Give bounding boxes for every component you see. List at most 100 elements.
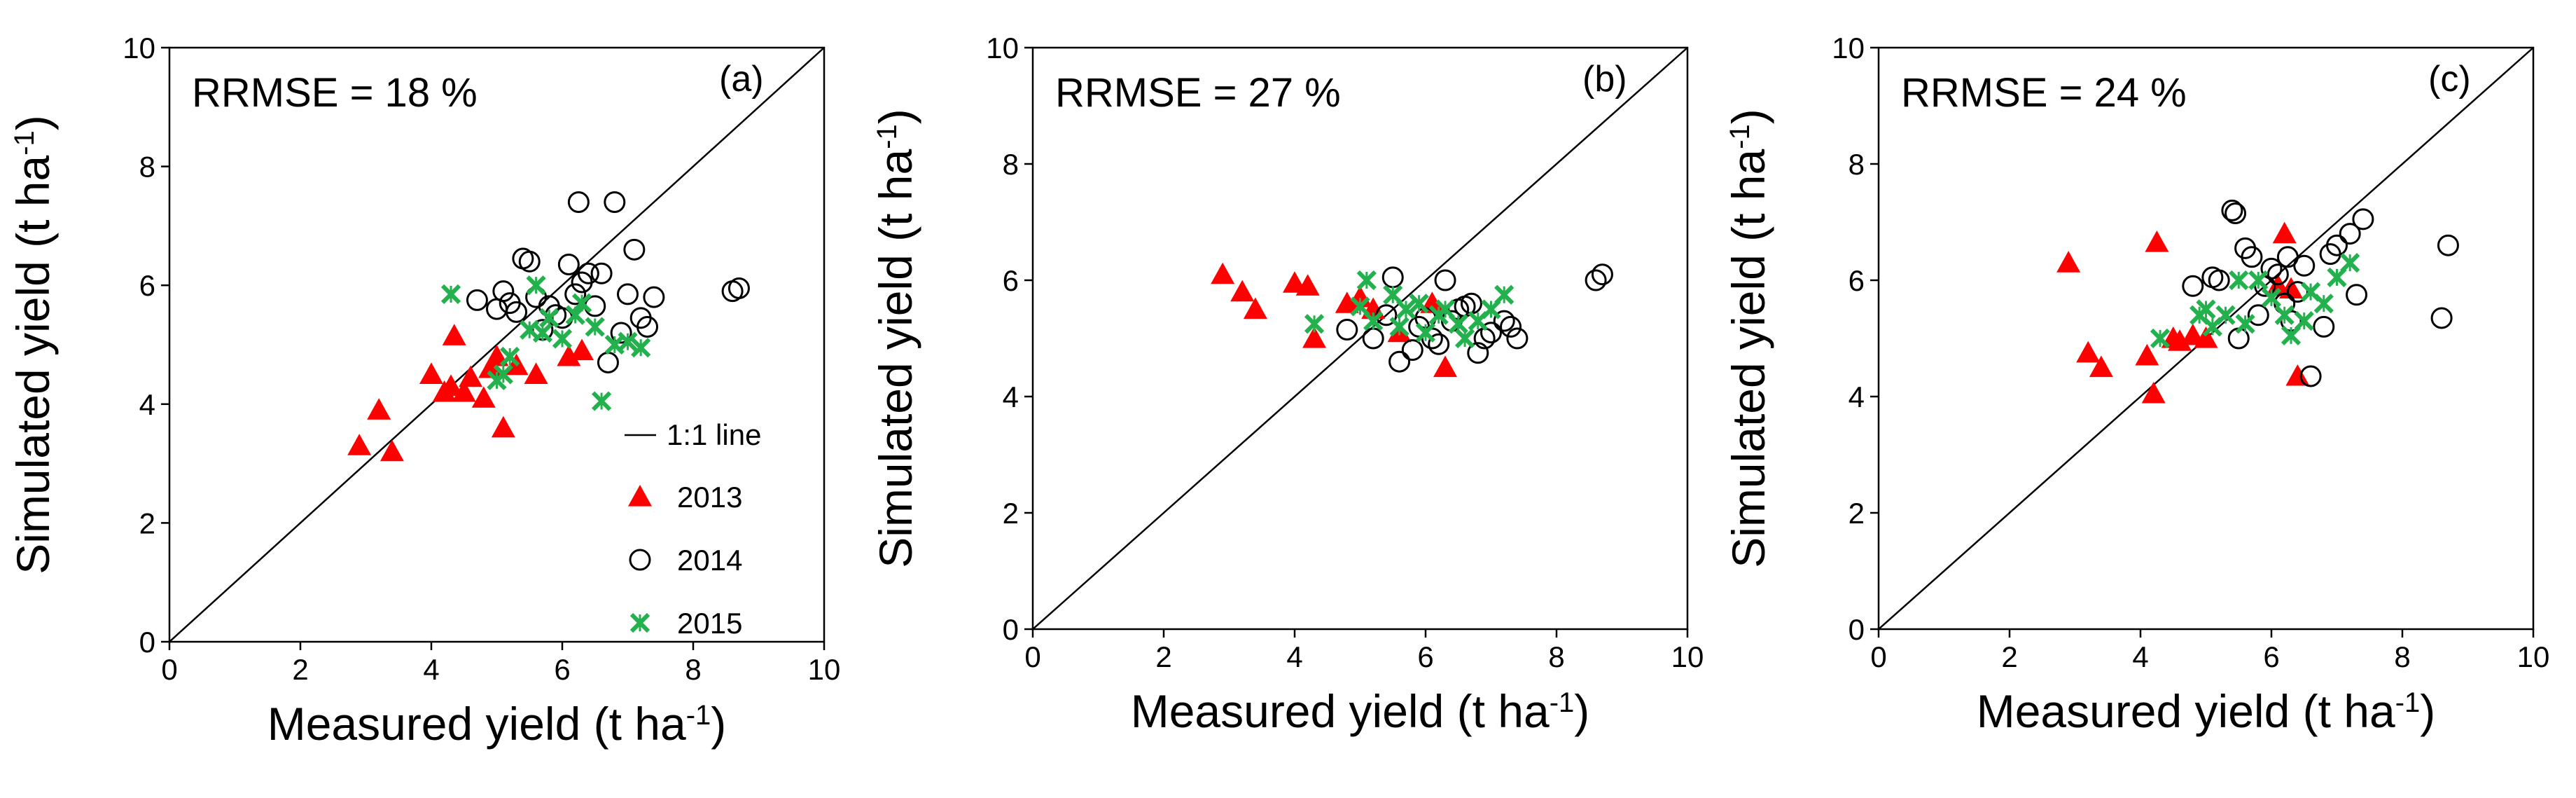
data-point-2014 [2319, 243, 2341, 266]
data-point-2013 [471, 386, 496, 408]
series-2013 [2056, 221, 2310, 404]
data-point-2014 [506, 301, 528, 323]
data-point-2015 [2196, 299, 2216, 319]
series-2015 [440, 275, 651, 411]
x-tick-label: 0 [1024, 640, 1040, 673]
data-point-2014 [466, 289, 488, 311]
y-tick-label: 0 [1003, 613, 1019, 646]
data-point-2015 [552, 329, 573, 349]
data-point-2015 [1389, 317, 1409, 337]
data-point-2014 [610, 322, 632, 344]
legend-marker-2013 [628, 485, 652, 507]
x-tick-label: 6 [1417, 640, 1433, 673]
data-point-2014 [1506, 327, 1529, 350]
x-tick-label: 6 [2263, 640, 2279, 673]
data-point-2014 [2225, 202, 2247, 225]
y-tick-label: 8 [1849, 148, 1865, 181]
data-point-2015 [493, 364, 513, 385]
data-point-2014 [2234, 237, 2257, 259]
data-point-2015 [2150, 328, 2171, 349]
legend-line-label: 1:1 line [667, 418, 761, 451]
data-point-2013 [2056, 251, 2081, 273]
data-point-2014 [1467, 342, 1489, 364]
y-tick-label: 6 [1003, 264, 1019, 297]
data-point-2014 [636, 316, 659, 338]
data-point-2015 [631, 338, 651, 358]
data-point-2015 [500, 346, 520, 367]
data-point-2014 [1362, 327, 1384, 350]
y-axis-label: Simulated yield (t ha-1) [870, 109, 921, 568]
rrmse-annotation: RRMSE = 27 % [1055, 70, 1341, 116]
data-point-2013 [1335, 291, 1359, 313]
x-tick-label: 8 [685, 653, 701, 686]
x-axis-label: Measured yield (t ha-1) [267, 698, 727, 750]
data-point-2014 [617, 283, 639, 305]
data-point-2014 [2260, 257, 2283, 280]
data-point-2014 [643, 286, 665, 308]
data-point-2013 [1295, 274, 1320, 296]
data-point-2013 [2194, 326, 2218, 348]
panel-label: (b) [1582, 59, 1627, 99]
data-point-2015 [591, 391, 612, 411]
data-point-2015 [2235, 314, 2255, 334]
data-point-2013 [2135, 343, 2159, 366]
x-axis-label: Measured yield (t ha-1) [1977, 685, 2436, 737]
rrmse-annotation: RRMSE = 18 % [192, 70, 478, 116]
data-point-2015 [1356, 270, 1377, 291]
series-2013 [347, 324, 594, 462]
data-point-2014 [2276, 246, 2299, 268]
data-point-2015 [539, 308, 559, 328]
plot-frame [1877, 46, 2535, 631]
data-point-2014 [2221, 199, 2243, 221]
data-point-2015 [2261, 287, 2282, 308]
data-point-2014 [623, 238, 646, 261]
data-point-2015 [571, 293, 592, 313]
data-point-2015 [1415, 322, 1436, 343]
data-point-2013 [419, 362, 443, 384]
data-point-2014 [1493, 310, 1515, 332]
data-point-2014 [1585, 269, 1607, 291]
data-point-2014 [518, 250, 541, 273]
panel-label: (c) [2428, 59, 2471, 99]
data-point-2014 [2208, 269, 2230, 291]
y-tick-label: 6 [1849, 264, 1865, 297]
x-tick-label: 8 [1548, 640, 1564, 673]
data-point-2013 [1211, 262, 1235, 284]
y-tick-label: 8 [139, 151, 155, 184]
data-point-2013 [1302, 326, 1327, 348]
y-tick-label: 2 [1003, 497, 1019, 530]
legend-marker-2014 [629, 549, 651, 571]
data-point-2014 [2299, 365, 2322, 387]
x-tick-label: 4 [2132, 640, 2148, 673]
data-point-2014 [2293, 254, 2316, 277]
y-tick-label: 10 [123, 32, 155, 64]
data-point-2014 [1388, 350, 1411, 373]
data-point-2014 [2346, 284, 2368, 306]
data-point-2013 [2168, 329, 2192, 351]
data-point-2014 [1428, 333, 1450, 355]
x-tick-label: 0 [161, 653, 177, 686]
data-point-2014 [1434, 269, 1456, 291]
data-point-2015 [440, 284, 461, 305]
series-2014 [2182, 199, 2459, 387]
panel-label: (a) [719, 59, 764, 99]
data-point-2015 [1494, 284, 1515, 305]
data-point-2015 [2313, 294, 2334, 314]
data-point-2014 [2247, 304, 2269, 326]
data-point-2013 [1230, 280, 1255, 302]
data-point-2013 [2145, 231, 2169, 252]
data-point-2014 [2352, 208, 2374, 231]
data-point-2014 [1381, 266, 1404, 289]
x-tick-label: 4 [423, 653, 439, 686]
data-point-2015 [1409, 294, 1429, 314]
x-tick-label: 10 [2517, 640, 2550, 673]
data-point-2014 [2267, 263, 2289, 286]
data-point-2013 [2076, 340, 2101, 363]
x-axis-label: Measured yield (t ha-1) [1131, 685, 1590, 737]
series-2015 [2150, 252, 2360, 349]
data-point-2013 [2272, 221, 2297, 244]
x-tick-label: 4 [1286, 640, 1302, 673]
panel-a: 0 2 4 6 8 10 0 2 4 6 8 10 RRMSE = 18 % (a) Measured yi… [7, 32, 840, 750]
data-point-2015 [1395, 299, 1416, 319]
